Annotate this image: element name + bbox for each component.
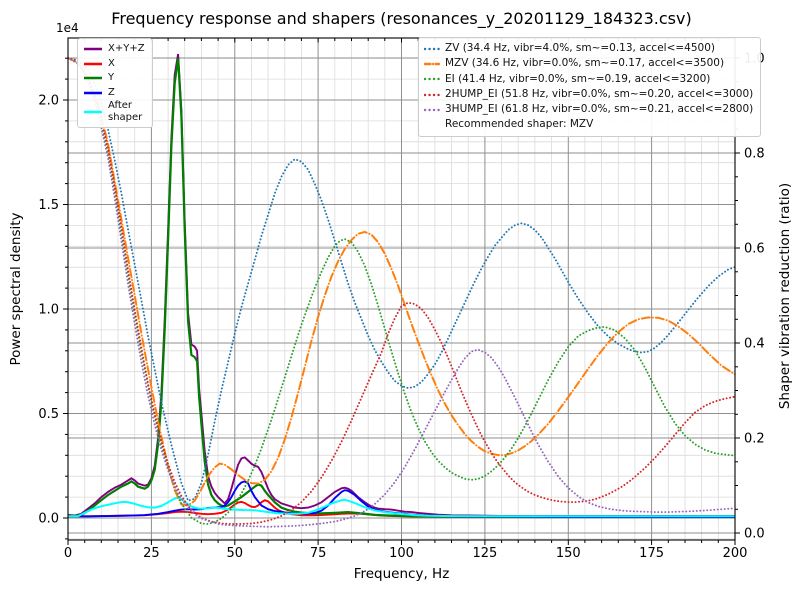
x-tick-label: 25	[143, 546, 160, 561]
series-psd-y-line	[68, 58, 735, 519]
legend-shapers: ZV (34.4 Hz, vibr=4.0%, sm~=0.13, accel<…	[418, 37, 762, 137]
x-tick-label: 50	[227, 546, 244, 561]
legend-item-label: After shaper	[108, 100, 143, 123]
legend-item: Y	[83, 71, 145, 86]
legend-key-dashdot-line	[424, 62, 440, 66]
legend-footer-label: Recommended shaper: MZV	[445, 118, 594, 131]
legend-item: X	[83, 57, 145, 72]
legend-item: 2HUMP_EI (51.8 Hz, vibr=0.0%, sm~=0.20, …	[424, 87, 753, 102]
x-tick-label: 75	[310, 546, 327, 561]
legend-key-solid-line	[84, 110, 102, 114]
y-left-tick-label: 2.0	[38, 94, 59, 109]
legend-item-label: 2HUMP_EI (51.8 Hz, vibr=0.0%, sm~=0.20, …	[445, 87, 754, 100]
y-right-tick-label: 0.6	[744, 242, 765, 257]
series-shaper-ei-line	[68, 57, 735, 525]
y-right-tick-label: 0.0	[744, 527, 765, 542]
x-tick-label: 175	[639, 546, 664, 561]
series-shaper-2hump-ei-line	[68, 57, 735, 525]
x-tick-label: 150	[556, 546, 581, 561]
legend-item-label: Y	[108, 72, 115, 84]
y-axis-left-label: Power spectral density	[8, 212, 24, 366]
legend-item-label: EI (41.4 Hz, vibr=0.0%, sm~=0.19, accel<…	[445, 72, 711, 85]
legend-key-solid-line	[84, 77, 102, 80]
legend-key-dotted-line	[424, 93, 440, 96]
x-tick-label: 200	[723, 546, 748, 561]
legend-key-dotted-line	[424, 47, 440, 50]
y-left-tick-label: 0.0	[38, 512, 59, 527]
legend-item-label: X	[108, 57, 115, 69]
legend-item: ZV (34.4 Hz, vibr=4.0%, sm~=0.13, accel<…	[424, 41, 753, 56]
legend-psd: X+Y+Z X Y Z After shaper	[77, 38, 153, 128]
series-shaper-mzv-line	[68, 57, 735, 507]
y-axis-offset-label: 1e4	[56, 21, 79, 35]
y-right-tick-label: 0.4	[744, 337, 765, 352]
legend-item-label: ZV (34.4 Hz, vibr=4.0%, sm~=0.13, accel<…	[445, 42, 715, 54]
legend-key-dotted-line	[424, 78, 440, 81]
y-right-tick-label: 0.2	[744, 432, 765, 447]
legend-item: Z	[83, 86, 145, 101]
y-left-tick-label: 1.0	[38, 303, 59, 318]
legend-item: EI (41.4 Hz, vibr=0.0%, sm~=0.19, accel<…	[424, 72, 753, 87]
legend-item: 3HUMP_EI (61.8 Hz, vibr=0.0%, sm~=0.21, …	[424, 102, 753, 117]
x-axis-label: Frequency, Hz	[353, 566, 450, 582]
legend-item: After shaper	[83, 100, 145, 124]
legend-item: MZV (34.6 Hz, vibr=0.0%, sm~=0.17, accel…	[424, 56, 753, 71]
legend-key-solid-line	[84, 62, 102, 65]
legend-item-label: X+Y+Z	[108, 43, 145, 55]
series-group	[68, 53, 735, 528]
legend-key-solid-line	[84, 91, 102, 94]
x-tick-label: 125	[472, 546, 497, 561]
series-shaper-3hump-ei-line	[68, 57, 735, 528]
legend-footer: Recommended shaper: MZV	[424, 117, 753, 132]
legend-item-label: 3HUMP_EI (61.8 Hz, vibr=0.0%, sm~=0.21, …	[445, 103, 754, 116]
x-tick-label: 100	[389, 546, 414, 561]
series-shaper-zv-line	[68, 57, 735, 502]
chart-title: Frequency response and shapers (resonanc…	[111, 9, 692, 28]
y-left-tick-label: 1.5	[38, 198, 59, 213]
legend-item-label: MZV (34.6 Hz, vibr=0.0%, sm~=0.17, accel…	[445, 57, 725, 70]
legend-key-dotted-line	[424, 108, 440, 112]
legend-item-label: Z	[108, 86, 115, 98]
x-tick-label: 0	[64, 546, 72, 561]
legend-key-solid-line	[84, 48, 102, 51]
series-psd-after-shaper-line	[68, 496, 735, 518]
series-psd-sum-line	[68, 53, 735, 517]
legend-item: X+Y+Z	[83, 42, 145, 57]
tick-labels: 0 25 50 75 100 125 150 175 200 0.0 0.5 1.0 1.5 2.0 0.0…	[38, 52, 764, 562]
y-left-tick-label: 0.5	[38, 407, 59, 422]
y-right-tick-label: 0.8	[744, 147, 765, 162]
y-axis-right-label: Shaper vibration reduction (ratio)	[777, 182, 793, 410]
